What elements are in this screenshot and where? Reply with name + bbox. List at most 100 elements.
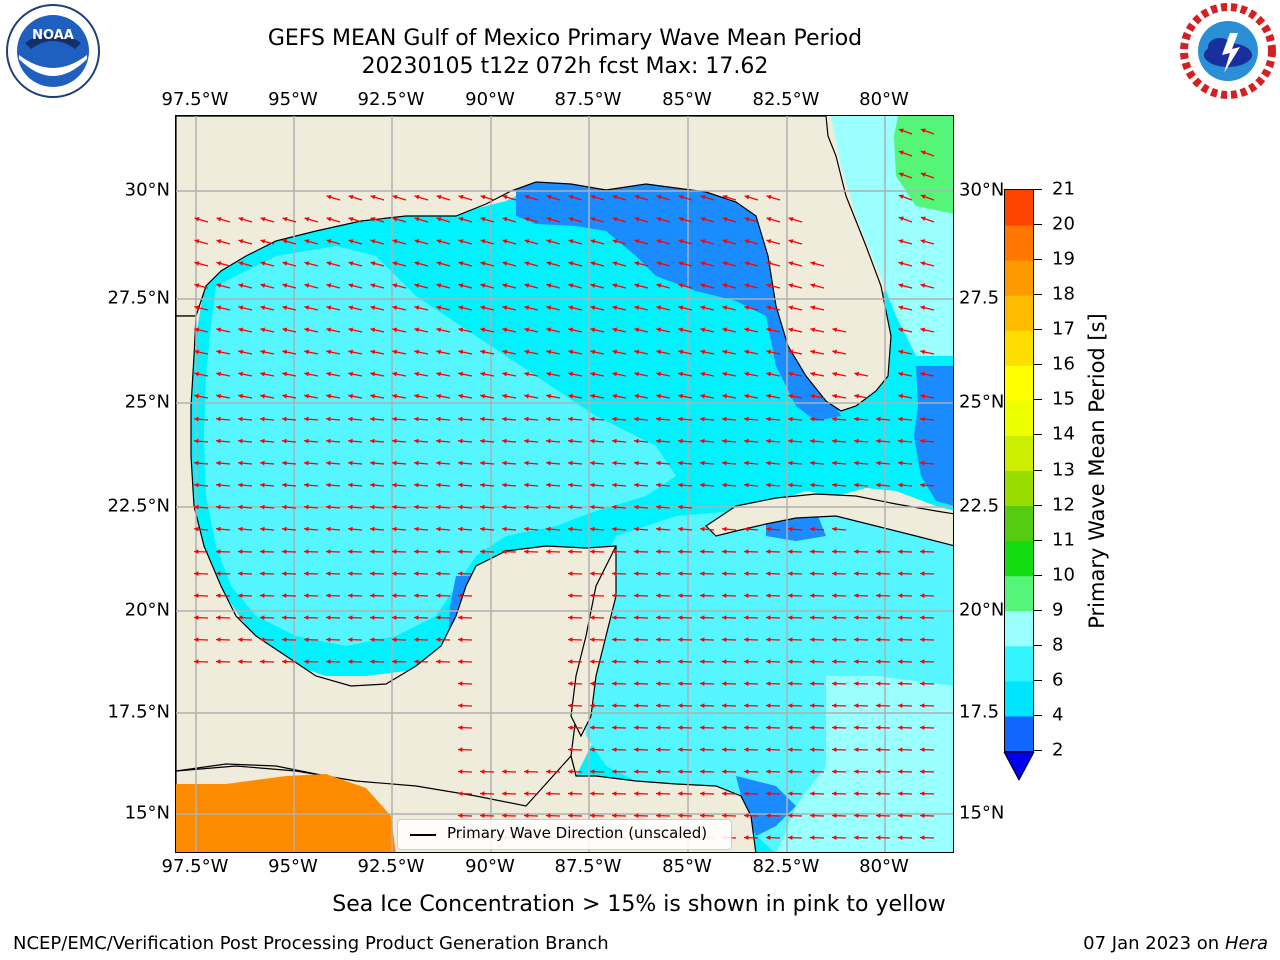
wave-arrow-head bbox=[832, 460, 837, 466]
wave-arrow-head bbox=[700, 283, 706, 288]
wave-arrow-head bbox=[304, 659, 309, 665]
wave-arrow-head bbox=[458, 703, 463, 709]
wave-arrow-head bbox=[502, 526, 507, 532]
wave-arrow-head bbox=[480, 482, 485, 488]
colorbar-swatch bbox=[1005, 645, 1033, 682]
wave-arrow-head bbox=[590, 371, 596, 377]
wave-arrow-head bbox=[920, 813, 925, 819]
wave-arrow-head bbox=[700, 239, 706, 244]
wave-arrow-head bbox=[634, 438, 639, 444]
wave-arrow-head bbox=[854, 725, 859, 731]
wave-arrow-head bbox=[414, 571, 419, 577]
wave-arrow-head bbox=[678, 703, 683, 709]
wave-arrow-head bbox=[304, 526, 309, 532]
wave-arrow-head bbox=[282, 416, 287, 422]
colorbar-swatches bbox=[1005, 190, 1033, 752]
wave-arrow-head bbox=[392, 194, 398, 200]
wave-arrow-head bbox=[392, 460, 397, 466]
wave-arrow-head bbox=[634, 482, 639, 488]
wave-arrow-head bbox=[590, 791, 595, 797]
wave-arrow-head bbox=[304, 349, 310, 355]
wave-arrow-head bbox=[700, 813, 705, 819]
wave-arrow-head bbox=[348, 615, 353, 621]
colorbar-tick bbox=[1034, 469, 1042, 471]
wave-arrow-head bbox=[700, 637, 705, 643]
wave-arrow-head bbox=[348, 549, 353, 555]
wave-arrow-head bbox=[634, 261, 640, 266]
wave-arrow-head bbox=[304, 239, 310, 244]
wave-arrow-head bbox=[458, 593, 463, 599]
lon-label-top: 85°W bbox=[662, 89, 712, 110]
wave-arrow-head bbox=[480, 526, 485, 532]
wave-arrow-head bbox=[832, 637, 837, 643]
wave-arrow-head bbox=[436, 504, 441, 510]
wave-arrow-head bbox=[788, 659, 793, 665]
wave-arrow-head bbox=[744, 349, 750, 355]
wave-arrow-head bbox=[414, 659, 419, 665]
wave-arrow-head bbox=[700, 526, 705, 532]
wave-arrow-head bbox=[238, 526, 243, 532]
wave-arrow-head bbox=[920, 239, 926, 244]
wave-arrow-head bbox=[436, 194, 442, 200]
wave-arrow-head bbox=[392, 371, 398, 377]
wave-arrow-head bbox=[876, 438, 881, 444]
wave-arrow-head bbox=[722, 637, 727, 643]
wave-arrow-head bbox=[700, 703, 705, 709]
lat-label-right: 17.5 bbox=[959, 701, 1000, 723]
wave-arrow-head bbox=[656, 703, 661, 709]
wave-arrow-head bbox=[370, 283, 376, 288]
wave-arrow-head bbox=[568, 813, 573, 819]
wave-arrow-head bbox=[810, 681, 815, 687]
wave-arrow-head bbox=[348, 504, 353, 510]
wave-arrow-head bbox=[612, 681, 617, 687]
wave-arrow-head bbox=[502, 305, 508, 311]
wave-arrow-head bbox=[876, 482, 881, 488]
wave-arrow-head bbox=[634, 416, 639, 422]
wave-arrow-head bbox=[876, 593, 881, 599]
wave-arrow-head bbox=[700, 216, 706, 222]
wave-arrow-head bbox=[656, 261, 662, 266]
wave-arrow-head bbox=[612, 659, 617, 665]
wave-arrow-head bbox=[788, 526, 793, 532]
wave-arrow-head bbox=[326, 194, 332, 200]
wave-arrow-head bbox=[788, 239, 794, 244]
wave-arrow-head bbox=[392, 593, 397, 599]
lat-label-left: 17.5°N bbox=[107, 701, 170, 723]
wave-arrow-head bbox=[590, 216, 596, 222]
wave-arrow-head bbox=[260, 239, 266, 244]
wave-arrow-head bbox=[282, 526, 287, 532]
map-area[interactable] bbox=[175, 115, 954, 853]
wave-arrow-head bbox=[832, 791, 837, 797]
wave-arrow-head bbox=[656, 305, 662, 311]
wave-arrow-head bbox=[700, 571, 705, 577]
wave-arrow-head bbox=[216, 460, 221, 466]
wave-arrow-head bbox=[590, 283, 596, 288]
wave-arrow-head bbox=[700, 349, 706, 355]
footer-credit: NCEP/EMC/Verification Post Processing Pr… bbox=[13, 933, 609, 954]
wave-arrow-head bbox=[788, 769, 793, 775]
wave-arrow-head bbox=[436, 416, 441, 422]
wave-arrow-head bbox=[656, 438, 661, 444]
wave-arrow-head bbox=[348, 659, 353, 665]
lon-label-bottom: 92.5°W bbox=[357, 856, 425, 877]
wave-arrow-head bbox=[546, 549, 551, 555]
wave-arrow-head bbox=[722, 216, 728, 222]
wave-arrow-head bbox=[194, 416, 199, 422]
wave-arrow-head bbox=[392, 283, 398, 288]
wave-arrow-head bbox=[656, 327, 662, 333]
wave-arrow-head bbox=[370, 371, 376, 377]
wave-arrow-head bbox=[722, 526, 727, 532]
wave-arrow-head bbox=[348, 283, 354, 288]
wave-arrow-head bbox=[590, 194, 596, 200]
lon-label-bottom: 80°W bbox=[859, 856, 909, 877]
wave-arrow-head bbox=[502, 216, 508, 222]
wave-arrow-head bbox=[524, 349, 530, 355]
wave-arrow-head bbox=[744, 438, 749, 444]
wave-arrow-head bbox=[260, 393, 265, 399]
wave-arrow-head bbox=[348, 460, 353, 466]
wave-arrow-head bbox=[304, 393, 309, 399]
wave-arrow-head bbox=[832, 549, 837, 555]
colorbar-tick bbox=[1034, 434, 1042, 436]
wave-arrow-head bbox=[238, 239, 244, 244]
wave-arrow-head bbox=[854, 615, 859, 621]
